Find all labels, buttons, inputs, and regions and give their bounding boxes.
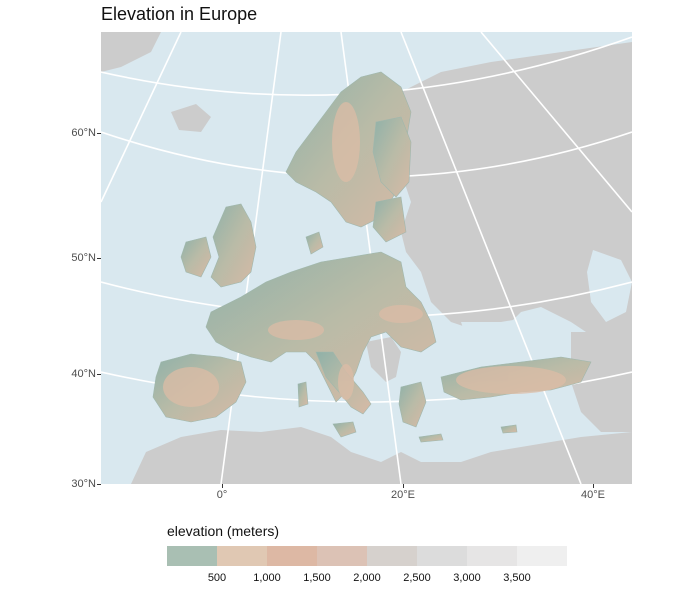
x-tick-20e [403, 484, 404, 488]
legend-title: elevation (meters) [167, 523, 280, 539]
legend-swatch-5 [417, 546, 467, 566]
legend-label-1000: 1,000 [253, 572, 281, 584]
legend-label-3000: 3,000 [453, 572, 481, 584]
y-tick-30n [97, 484, 101, 485]
legend-label-3500: 3,500 [503, 572, 531, 584]
legend-label-1500: 1,500 [303, 572, 331, 584]
legend-label-2000: 2,000 [353, 572, 381, 584]
map-panel[interactable] [101, 32, 632, 484]
legend-label-2500: 2,500 [403, 572, 431, 584]
x-label-40e: 40°E [581, 489, 605, 501]
legend-swatch-0 [167, 546, 217, 566]
legend-swatch-6 [467, 546, 517, 566]
x-tick-0 [222, 484, 223, 488]
legend-color-bar [167, 546, 567, 566]
x-tick-40e [593, 484, 594, 488]
legend-label-500: 500 [207, 572, 227, 584]
y-label-40n: 40°N [71, 368, 96, 380]
inland-seas [461, 250, 632, 347]
y-label-30n: 30°N [71, 478, 96, 490]
y-label-50n: 50°N [71, 252, 96, 264]
highland-areas [163, 102, 566, 407]
non-eu-land [101, 32, 632, 484]
map-title: Elevation in Europe [101, 4, 258, 24]
y-tick-50n [97, 258, 101, 259]
legend-swatch-3 [317, 546, 367, 566]
legend-swatch-4 [367, 546, 417, 566]
map-svg [101, 32, 632, 484]
legend-swatch-1 [217, 546, 267, 566]
y-tick-40n [97, 374, 101, 375]
x-label-0: 0° [216, 489, 228, 501]
y-label-60n: 60°N [71, 127, 96, 139]
x-label-20e: 20°E [391, 489, 415, 501]
legend-swatch-7 [517, 546, 567, 566]
y-tick-60n [97, 133, 101, 134]
legend-swatch-2 [267, 546, 317, 566]
